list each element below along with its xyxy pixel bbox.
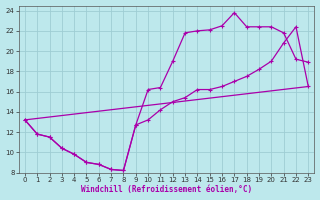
X-axis label: Windchill (Refroidissement éolien,°C): Windchill (Refroidissement éolien,°C)	[81, 185, 252, 194]
